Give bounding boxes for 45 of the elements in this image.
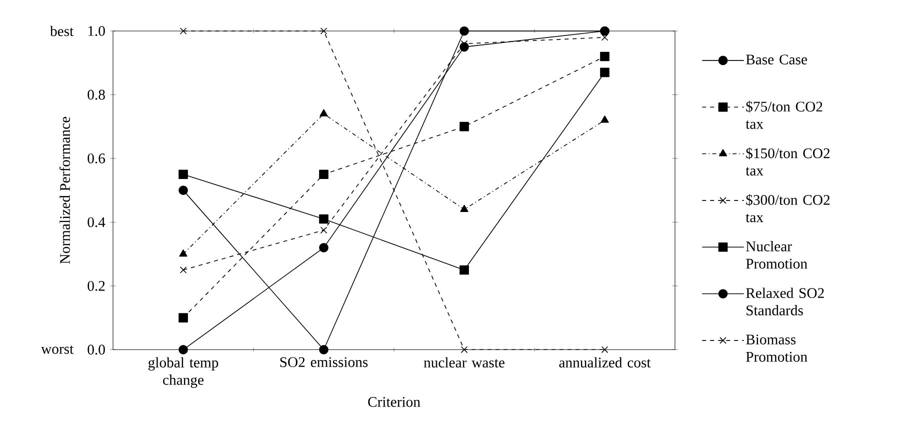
point (601, 346, 608, 354)
point (319, 243, 328, 252)
point (601, 34, 608, 41)
point (460, 265, 469, 275)
legend-label: $300/ton CO2 tax (746, 194, 830, 222)
point (180, 28, 187, 34)
point (319, 170, 328, 180)
point (319, 214, 328, 224)
point (178, 313, 188, 322)
y-axis-title: Normalized Performance (59, 116, 70, 264)
point (460, 26, 469, 36)
legend-label: Base Case (746, 54, 807, 64)
y-tick-label: 0.4 (88, 217, 106, 228)
legend-label: Relaxed SO2 Standards (746, 288, 824, 316)
y-tick-label: 0.2 (88, 280, 105, 291)
point (320, 28, 328, 34)
point (600, 116, 609, 123)
x-tick-label: global temp change (148, 357, 218, 388)
y-tick-label: 1.0 (88, 26, 105, 36)
point (460, 122, 469, 132)
text: worst (41, 345, 74, 354)
point (320, 109, 328, 116)
point (178, 186, 188, 195)
x-axis-title: Criterion (368, 397, 420, 407)
point (178, 170, 188, 180)
legend-label: $150/ton CO2 tax (746, 147, 830, 176)
point (320, 226, 328, 234)
x-tick-label: SO2 emissions (280, 357, 368, 368)
legend-label: Biomass Promotion (746, 334, 808, 362)
x-tick-label: annualized cost (559, 357, 651, 368)
text: best (50, 26, 74, 36)
y-tick-label: 0.8 (88, 90, 105, 100)
point (600, 52, 610, 62)
y-tick-label: 0.6 (88, 153, 106, 164)
point (600, 68, 610, 78)
point (460, 346, 468, 354)
legend-label: $75/ton CO2 tax (746, 100, 822, 129)
point (460, 204, 468, 212)
x-tick-label: nuclear waste (424, 357, 504, 368)
legend-label: Nuclear Promotion (746, 241, 808, 269)
y-tick-label: 0.0 (88, 344, 105, 355)
point (178, 344, 188, 354)
point (180, 266, 187, 274)
point (319, 344, 328, 354)
point (179, 249, 188, 257)
